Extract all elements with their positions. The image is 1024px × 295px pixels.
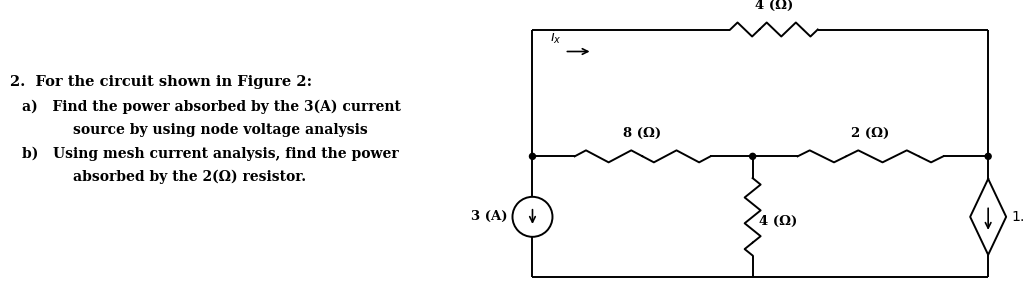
- Text: $1.8{\cdot}i_x$: $1.8{\cdot}i_x$: [1011, 208, 1024, 225]
- Text: 2 (Ω): 2 (Ω): [851, 127, 890, 140]
- Circle shape: [750, 153, 756, 159]
- Text: 2.  For the circuit shown in Figure 2:: 2. For the circuit shown in Figure 2:: [10, 75, 312, 89]
- Circle shape: [985, 153, 991, 159]
- Text: a)   Find the power absorbed by the 3(A) current: a) Find the power absorbed by the 3(A) c…: [22, 100, 400, 114]
- Text: $i_x$: $i_x$: [551, 29, 562, 47]
- Text: 4 (Ω): 4 (Ω): [755, 0, 794, 12]
- Text: b)   Using mesh current analysis, find the power: b) Using mesh current analysis, find the…: [22, 147, 398, 161]
- Text: 3 (A): 3 (A): [471, 210, 508, 223]
- Text: 4 (Ω): 4 (Ω): [759, 215, 797, 228]
- Text: source by using node voltage analysis: source by using node voltage analysis: [34, 123, 368, 137]
- Circle shape: [529, 153, 536, 159]
- Text: 8 (Ω): 8 (Ω): [624, 127, 662, 140]
- Text: absorbed by the 2(Ω) resistor.: absorbed by the 2(Ω) resistor.: [34, 170, 306, 184]
